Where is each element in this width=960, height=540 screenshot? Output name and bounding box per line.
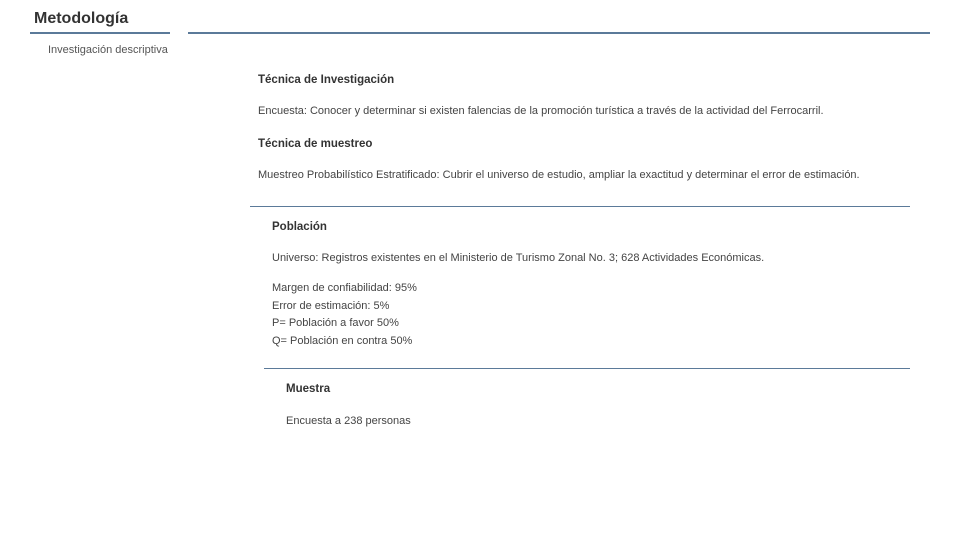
section-poblacion: Población Universo: Registros existentes… [264,207,910,370]
content-column: Técnica de Investigación Encuesta: Conoc… [250,56,910,451]
left-subtitle: Investigación descriptiva [30,38,930,56]
stats-block: Margen de confiabilidad: 95% Error de es… [272,280,902,349]
section-muestra: Muestra Encuesta a 238 personas [278,369,910,451]
title-rule [188,32,930,34]
stat-error: Error de estimación: 5% [272,298,902,315]
body-tecnica-muestreo: Muestreo Probabilístico Estratificado: C… [258,167,902,184]
stat-confiabilidad: Margen de confiabilidad: 95% [272,280,902,297]
heading-tecnica-investigacion: Técnica de Investigación [258,72,902,89]
stat-q: Q= Población en contra 50% [272,333,902,350]
heading-poblacion: Población [272,219,902,236]
section-technique: Técnica de Investigación Encuesta: Conoc… [250,60,910,207]
heading-tecnica-muestreo: Técnica de muestreo [258,136,902,153]
heading-muestra: Muestra [286,381,902,398]
body-poblacion-universo: Universo: Registros existentes en el Min… [272,250,902,267]
stat-p: P= Población a favor 50% [272,315,902,332]
body-tecnica-investigacion: Encuesta: Conocer y determinar si existe… [258,103,902,120]
page-title: Metodología [34,10,128,27]
page-title-container: Metodología [30,10,170,34]
body-muestra: Encuesta a 238 personas [286,413,902,430]
title-bar: Metodología [30,10,930,38]
